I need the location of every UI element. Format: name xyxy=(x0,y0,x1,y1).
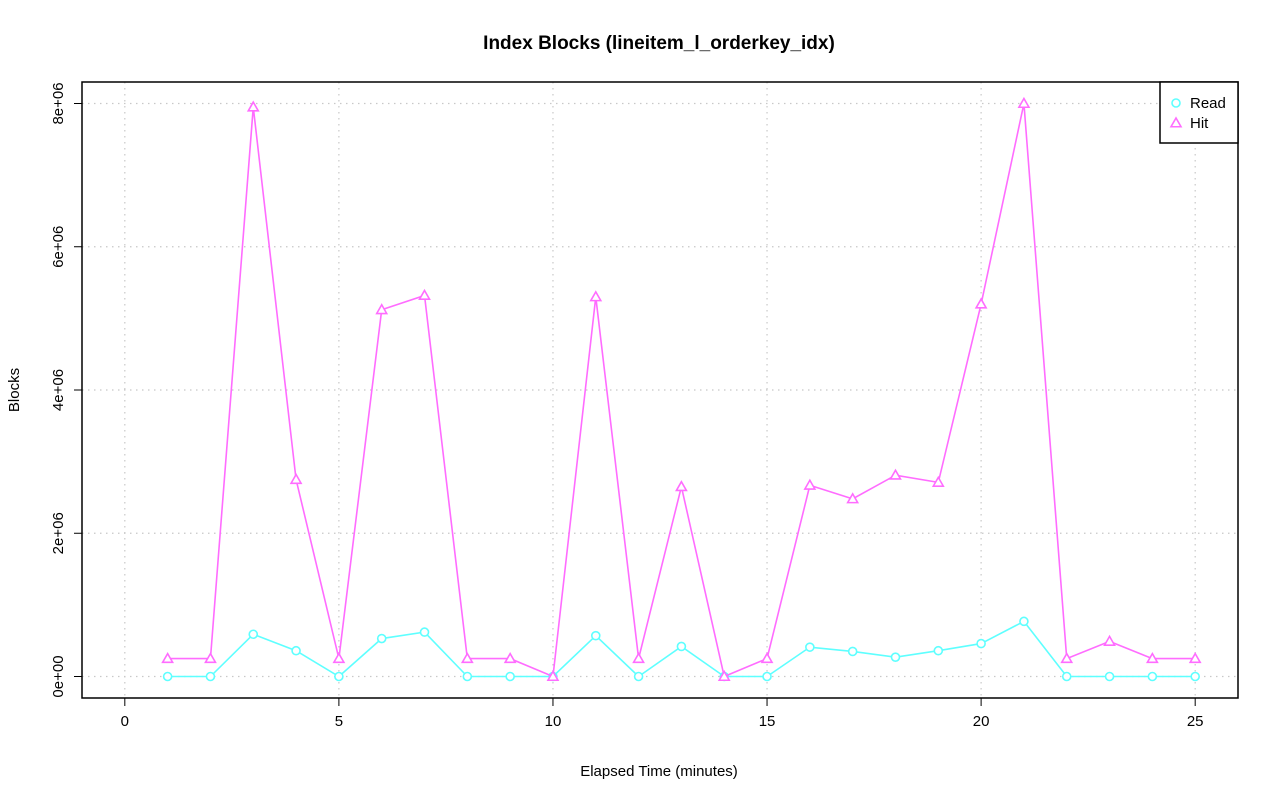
data-point-read xyxy=(334,671,344,682)
legend: Read Hit xyxy=(1159,81,1239,144)
series-hit xyxy=(161,96,1202,682)
x-axis-label: Elapsed Time (minutes) xyxy=(580,763,738,780)
y-tick-label: 0e+00 xyxy=(50,655,67,697)
data-point-hit xyxy=(289,472,303,485)
data-point-hit xyxy=(974,297,988,309)
data-point-read xyxy=(890,652,901,662)
data-point-read xyxy=(976,638,986,649)
x-tick-label: 20 xyxy=(973,713,990,730)
data-point-hit xyxy=(460,651,474,664)
data-point-hit xyxy=(546,669,560,682)
legend-label-hit: Hit xyxy=(1190,115,1209,132)
data-point-read xyxy=(590,630,601,641)
data-point-hit xyxy=(675,480,688,492)
data-point-read xyxy=(633,671,644,682)
y-tick-label: 6e+06 xyxy=(50,226,67,268)
series-layer xyxy=(161,96,1202,682)
series-read xyxy=(162,616,1200,682)
data-point-hit xyxy=(332,651,346,664)
grid xyxy=(82,82,1238,698)
data-point-read xyxy=(419,627,430,637)
data-point-read xyxy=(1190,671,1200,682)
y-axis-label: Blocks xyxy=(6,368,23,412)
data-point-read xyxy=(676,641,687,652)
data-point-read xyxy=(1104,671,1115,682)
plot-frame xyxy=(81,81,1239,699)
x-tick-label: 10 xyxy=(545,713,562,730)
data-point-read xyxy=(1061,671,1072,682)
data-point-read xyxy=(1147,671,1158,682)
chart-title: Index Blocks (lineitem_l_orderkey_idx) xyxy=(483,33,835,54)
data-point-read xyxy=(162,671,173,682)
data-point-hit xyxy=(1188,651,1202,664)
data-point-hit xyxy=(889,468,902,480)
data-point-read xyxy=(462,671,473,682)
data-point-read xyxy=(933,645,944,656)
data-point-hit xyxy=(1017,96,1031,109)
data-point-read xyxy=(205,671,216,682)
x-axis: 0 5 10 15 20 25 xyxy=(121,698,1204,730)
data-point-hit xyxy=(931,475,945,487)
data-point-hit xyxy=(1060,651,1074,664)
data-point-hit xyxy=(246,100,260,112)
data-point-hit xyxy=(717,669,731,682)
data-point-read xyxy=(376,633,387,644)
x-tick-label: 25 xyxy=(1187,713,1204,730)
legend-marker-hit xyxy=(1169,116,1183,128)
data-point-hit xyxy=(1145,651,1159,664)
data-point-hit xyxy=(375,303,389,315)
y-tick-label: 4e+06 xyxy=(50,369,67,411)
y-tick-label: 8e+06 xyxy=(50,82,67,124)
legend-box xyxy=(1159,81,1239,144)
x-tick-label: 5 xyxy=(335,713,343,730)
data-point-hit xyxy=(1103,634,1116,646)
series-line-hit xyxy=(167,103,1196,678)
data-point-hit xyxy=(418,288,431,301)
data-point-hit xyxy=(803,478,817,490)
y-tick-label: 2e+06 xyxy=(50,512,67,554)
data-point-hit xyxy=(632,651,645,664)
legend-label-read: Read xyxy=(1190,95,1226,112)
data-point-read xyxy=(505,671,515,682)
data-point-read xyxy=(762,671,772,682)
data-point-hit xyxy=(760,651,774,664)
data-point-read xyxy=(847,646,858,657)
data-point-read xyxy=(248,629,259,640)
data-point-hit xyxy=(589,290,603,302)
x-tick-label: 15 xyxy=(759,713,776,730)
legend-marker-read xyxy=(1171,98,1181,108)
data-point-hit xyxy=(204,651,217,664)
data-point-hit xyxy=(846,492,860,504)
data-point-hit xyxy=(503,651,517,664)
data-point-read xyxy=(1019,616,1029,627)
data-point-read xyxy=(291,645,301,656)
x-tick-label: 0 xyxy=(121,713,129,730)
data-point-hit xyxy=(161,651,175,664)
data-point-read xyxy=(805,642,815,652)
y-axis: 0e+00 2e+06 4e+06 6e+06 8e+06 xyxy=(50,82,82,698)
